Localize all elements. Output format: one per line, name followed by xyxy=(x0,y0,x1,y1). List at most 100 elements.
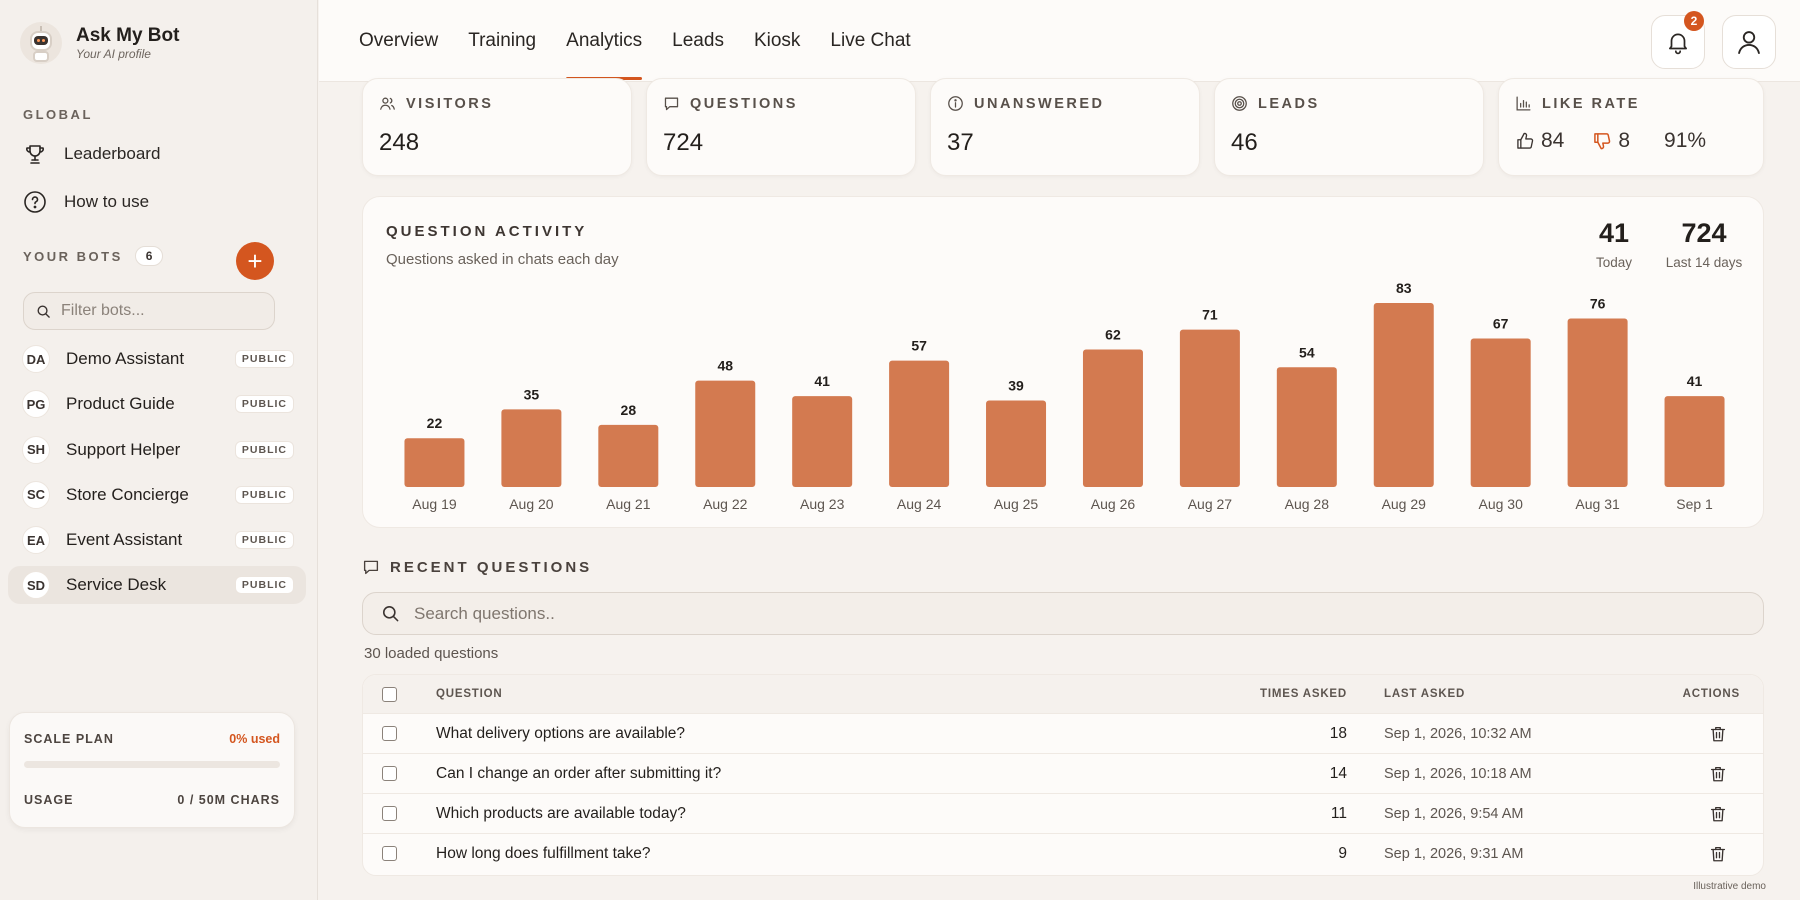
column-question[interactable]: QUESTION xyxy=(436,688,503,700)
bar-aug-27[interactable] xyxy=(1179,329,1240,487)
bar-aug-28[interactable] xyxy=(1276,367,1337,487)
bar-aug-31[interactable] xyxy=(1567,318,1628,487)
row-checkbox[interactable] xyxy=(382,806,397,821)
bot-avatar: PG xyxy=(22,390,50,419)
bot-name: Demo Assistant xyxy=(66,349,185,368)
table-row[interactable]: How long does fulfillment take? 9 Sep 1,… xyxy=(363,834,1763,874)
question-activity-card: QUESTION ACTIVITY Questions asked in cha… xyxy=(362,196,1764,528)
bot-item-product-guide[interactable]: PG Product Guide PUBLIC xyxy=(8,385,306,423)
how-to-use-label: How to use xyxy=(64,192,150,211)
tab-overview[interactable]: Overview xyxy=(359,30,439,51)
bar-sep-1[interactable] xyxy=(1664,396,1725,487)
data-label: 28 xyxy=(621,402,637,418)
filter-bots-input[interactable] xyxy=(61,302,261,320)
bar-aug-21[interactable] xyxy=(598,424,659,487)
user-icon xyxy=(1738,31,1760,55)
question-activity-chart: 22 Aug 19 35 Aug 20 28 Aug 21 48 Aug 22 41 Aug 23… xyxy=(404,280,1725,512)
visibility-badge: PUBLIC xyxy=(234,440,294,459)
leads-value: 46 xyxy=(1231,129,1258,156)
data-label: 35 xyxy=(524,386,540,402)
bot-item-demo-assistant[interactable]: DA Demo Assistant PUBLIC xyxy=(8,340,306,378)
tab-kiosk[interactable]: Kiosk xyxy=(753,30,801,51)
bot-item-event-assistant[interactable]: EA Event Assistant PUBLIC xyxy=(8,521,306,559)
recent-questions-table: QUESTION TIMES ASKED LAST ASKED ACTIONS … xyxy=(362,674,1764,876)
bot-avatar: SH xyxy=(22,435,50,464)
delete-question-button[interactable] xyxy=(1709,724,1727,749)
bar-aug-22[interactable] xyxy=(695,380,756,487)
thumbs-down-icon xyxy=(1594,133,1611,150)
brand[interactable]: Ask My Bot Your AI profile xyxy=(20,22,179,64)
visibility-badge: PUBLIC xyxy=(234,350,294,368)
bar-chart-icon xyxy=(1516,96,1531,111)
bot-item-service-desk[interactable]: SD Service Desk PUBLIC xyxy=(8,566,306,605)
column-times-asked[interactable]: TIMES ASKED xyxy=(1260,688,1347,700)
delete-question-button[interactable] xyxy=(1709,764,1727,789)
leads-label: LEADS xyxy=(1258,95,1320,112)
bot-name: Store Concierge xyxy=(66,484,189,504)
trash-icon xyxy=(1710,726,1726,742)
tab-training[interactable]: Training xyxy=(468,30,537,51)
select-all-checkbox[interactable] xyxy=(382,687,397,702)
bot-item-store-concierge[interactable]: SC Store Concierge PUBLIC xyxy=(8,476,306,514)
usage-value: 0 / 50M CHARS xyxy=(177,793,280,807)
bar-aug-30[interactable] xyxy=(1470,338,1531,487)
bot-list: DA Demo Assistant PUBLIC PG Product Guid… xyxy=(8,340,306,612)
like-rate-card: LIKE RATE 84 8 91% xyxy=(1498,78,1764,176)
recent-questions-title: RECENT QUESTIONS xyxy=(390,558,593,576)
bar-aug-29[interactable] xyxy=(1373,303,1434,487)
search-questions-field[interactable] xyxy=(362,592,1764,635)
table-row[interactable]: What delivery options are available? 18 … xyxy=(363,714,1763,754)
table-row[interactable]: Can I change an order after submitting i… xyxy=(363,754,1763,794)
table-row[interactable]: Which products are available today? 11 S… xyxy=(363,794,1763,834)
row-checkbox[interactable] xyxy=(382,846,397,861)
question-text: Which products are available today? xyxy=(436,805,686,822)
bar-aug-19[interactable] xyxy=(404,438,465,487)
leads-card: LEADS 46 xyxy=(1214,78,1484,176)
data-label: 39 xyxy=(1008,378,1024,394)
bar-aug-20[interactable] xyxy=(501,409,562,487)
bar-aug-24[interactable] xyxy=(889,360,950,487)
times-asked-value: 14 xyxy=(1329,765,1347,782)
last-asked-value: Sep 1, 2026, 10:32 AM xyxy=(1384,726,1532,742)
chart-subtitle: Questions asked in chats each day xyxy=(386,251,619,268)
tab-leads[interactable]: Leads xyxy=(672,30,724,51)
profile-button[interactable] xyxy=(1722,15,1776,69)
leaderboard-link[interactable]: Leaderboard xyxy=(22,141,160,167)
how-to-use-link[interactable]: How to use xyxy=(22,189,149,215)
question-text: What delivery options are available? xyxy=(436,725,685,742)
bar-aug-23[interactable] xyxy=(792,396,853,487)
plan-name: SCALE PLAN xyxy=(24,732,114,746)
notifications-button[interactable]: 2 xyxy=(1651,11,1705,69)
tab-live-chat[interactable]: Live Chat xyxy=(830,30,911,51)
illustrative-demo-note: Illustrative demo xyxy=(1693,881,1766,892)
data-label: 22 xyxy=(427,415,443,431)
notification-count-badge: 2 xyxy=(1684,11,1704,31)
bot-name: Product Guide xyxy=(66,394,175,414)
brand-name: Ask My Bot xyxy=(76,25,180,46)
like-rate-values: 84 8 91% xyxy=(1515,129,1734,153)
bar-aug-26[interactable] xyxy=(1082,349,1143,487)
delete-question-button[interactable] xyxy=(1709,844,1727,869)
last-14-days-value: 724 xyxy=(1681,218,1727,248)
your-bots-header: YOUR BOTS 6 xyxy=(23,246,164,266)
questions-value: 724 xyxy=(663,129,704,156)
tab-analytics[interactable]: Analytics xyxy=(566,0,643,82)
column-last-asked[interactable]: LAST ASKED xyxy=(1384,688,1466,700)
search-questions-input[interactable] xyxy=(414,603,1714,624)
x-tick-label: Aug 23 xyxy=(800,496,845,512)
table-header: QUESTION TIMES ASKED LAST ASKED ACTIONS xyxy=(363,675,1763,714)
data-label: 41 xyxy=(814,373,830,389)
visibility-badge: PUBLIC xyxy=(234,395,294,414)
row-checkbox[interactable] xyxy=(382,726,397,741)
add-bot-button[interactable]: + xyxy=(236,242,274,280)
unanswered-card: UNANSWERED 37 xyxy=(930,78,1200,176)
row-checkbox[interactable] xyxy=(382,766,397,781)
bell-icon xyxy=(1669,33,1687,55)
delete-question-button[interactable] xyxy=(1709,804,1727,829)
trophy-icon xyxy=(22,141,48,167)
bot-item-support-helper[interactable]: SH Support Helper PUBLIC xyxy=(8,431,306,469)
filter-bots-field[interactable] xyxy=(23,292,275,330)
trash-icon xyxy=(1710,766,1726,782)
bar-aug-25[interactable] xyxy=(986,400,1047,487)
bot-logo-icon xyxy=(20,22,62,64)
